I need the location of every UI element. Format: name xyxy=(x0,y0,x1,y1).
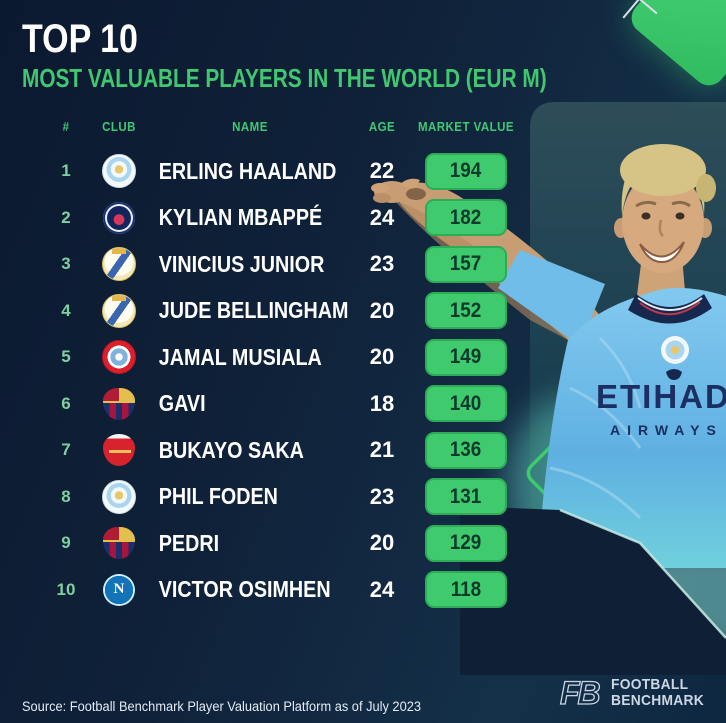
real-madrid-badge-icon xyxy=(102,293,136,328)
rank-number: 1 xyxy=(61,161,71,181)
market-value-badge: 140 xyxy=(425,385,507,423)
market-value-badge: 136 xyxy=(425,431,507,469)
napoli-badge-icon: N xyxy=(103,573,135,606)
ranking-table: # CLUB NAME AGE MARKET VALUE 1 ERLING HA… xyxy=(0,112,540,613)
market-value-badge: 118 xyxy=(425,571,507,609)
col-name: NAME xyxy=(232,120,268,134)
table-row: 10 N VICTOR OSIMHEN 24 118 xyxy=(0,567,540,614)
player-age: 20 xyxy=(369,297,395,323)
barcelona-badge-icon xyxy=(103,387,135,420)
badge-letter: N xyxy=(113,581,125,598)
player-name: PEDRI xyxy=(158,529,220,556)
rank-number: 6 xyxy=(61,393,71,413)
barcelona-badge-icon xyxy=(103,527,135,560)
player-age: 23 xyxy=(369,251,395,277)
svg-text:FB: FB xyxy=(560,675,600,711)
player-age: 24 xyxy=(369,576,395,602)
col-age: AGE xyxy=(368,120,396,134)
table-row: 5 JAMAL MUSIALA 20 149 xyxy=(0,334,540,381)
table-header-row: # CLUB NAME AGE MARKET VALUE xyxy=(0,112,540,142)
market-value: 136 xyxy=(450,438,482,462)
table-row: 8 PHIL FODEN 23 131 xyxy=(0,474,540,521)
market-value-badge: 131 xyxy=(425,478,507,516)
player-name: BUKAYO SAKA xyxy=(158,436,304,463)
brand-line1: FOOTBALL xyxy=(610,676,689,693)
market-value: 118 xyxy=(450,577,482,601)
shirt-collar xyxy=(628,294,712,324)
fb-monogram-icon: FB xyxy=(559,675,602,711)
table-rows: 1 ERLING HAALAND 22 194 2 KYLIAN MB xyxy=(0,148,540,613)
player-name: JUDE BELLINGHAM xyxy=(158,297,349,324)
table-row: 1 ERLING HAALAND 22 194 xyxy=(0,148,540,195)
rank-number: 7 xyxy=(61,440,71,460)
market-value: 157 xyxy=(450,252,482,276)
market-value: 129 xyxy=(450,531,482,555)
table-row: 9 PEDRI 20 129 xyxy=(0,520,540,567)
rank-number: 4 xyxy=(61,300,71,320)
rank-number: 10 xyxy=(56,579,76,599)
table-row: 6 GAVI 18 140 xyxy=(0,381,540,428)
source-note: Source: Football Benchmark Player Valuat… xyxy=(22,699,421,714)
brand-logo: FB FOOTBALL BENCHMARK xyxy=(559,675,712,711)
real-madrid-badge-icon xyxy=(102,247,136,282)
player-name: ERLING HAALAND xyxy=(158,157,337,184)
market-value-badge: 157 xyxy=(425,245,507,283)
col-club: CLUB xyxy=(102,120,136,134)
arsenal-badge-icon xyxy=(103,434,135,467)
market-value: 149 xyxy=(450,345,482,369)
market-value-badge: 194 xyxy=(425,152,507,190)
market-value: 152 xyxy=(450,298,482,322)
rank-number: 5 xyxy=(61,347,71,367)
player-photo-haaland: ETIHAD AIRWAYS xyxy=(371,102,726,675)
header: TOP 10 MOST VALUABLE PLAYERS IN THE WORL… xyxy=(22,18,678,94)
player-age: 23 xyxy=(369,483,395,509)
shirt-sponsor-subtext: AIRWAYS xyxy=(610,422,723,438)
player-name: GAVI xyxy=(158,390,206,417)
player-name: VINICIUS JUNIOR xyxy=(158,250,325,277)
psg-badge-icon xyxy=(103,201,135,234)
market-value-badge: 149 xyxy=(425,338,507,376)
table-row: 2 KYLIAN MBAPPÉ 24 182 xyxy=(0,195,540,242)
market-value: 182 xyxy=(450,205,482,229)
player-age: 21 xyxy=(369,437,395,463)
shirt-sponsor-text: ETIHAD xyxy=(596,378,726,415)
rank-number: 2 xyxy=(61,207,71,227)
col-rank: # xyxy=(62,120,70,134)
col-market-value: MARKET VALUE xyxy=(417,120,515,134)
table-row: 3 VINICIUS JUNIOR 23 157 xyxy=(0,241,540,288)
rank-number: 9 xyxy=(61,533,71,553)
man-city-crest-icon xyxy=(661,336,689,364)
player-age: 18 xyxy=(369,390,395,416)
player-age: 20 xyxy=(369,344,395,370)
brand-line2: BENCHMARK xyxy=(610,692,704,709)
brand-name: FOOTBALL BENCHMARK xyxy=(611,677,704,709)
wrist-shadow xyxy=(406,188,426,200)
diagonal-light-edge xyxy=(559,508,726,639)
bayern-badge-icon xyxy=(102,340,136,375)
puma-logo-icon xyxy=(666,369,682,380)
player-name: VICTOR OSIMHEN xyxy=(158,576,331,603)
market-value-badge: 152 xyxy=(425,292,507,330)
market-value-badge: 129 xyxy=(425,524,507,562)
market-value: 131 xyxy=(450,484,482,508)
man-city-badge-icon xyxy=(102,479,136,514)
market-value: 194 xyxy=(450,159,482,183)
table-row: 7 BUKAYO SAKA 21 136 xyxy=(0,427,540,474)
table-row: 4 JUDE BELLINGHAM 20 152 xyxy=(0,288,540,335)
market-value-badge: 182 xyxy=(425,199,507,237)
player-name: KYLIAN MBAPPÉ xyxy=(158,204,323,231)
page-subtitle: MOST VALUABLE PLAYERS IN THE WORLD (EUR … xyxy=(22,63,547,93)
player-name: PHIL FODEN xyxy=(158,483,278,510)
player-age: 22 xyxy=(369,158,395,184)
rank-number: 8 xyxy=(61,486,71,506)
market-value: 140 xyxy=(450,391,482,415)
man-city-badge-icon xyxy=(102,154,136,189)
player-name: JAMAL MUSIALA xyxy=(158,343,322,370)
player-age: 24 xyxy=(369,204,395,230)
page-title: TOP 10 xyxy=(22,17,138,61)
player-age: 20 xyxy=(369,530,395,556)
rank-number: 3 xyxy=(61,254,71,274)
player-head xyxy=(614,144,716,273)
